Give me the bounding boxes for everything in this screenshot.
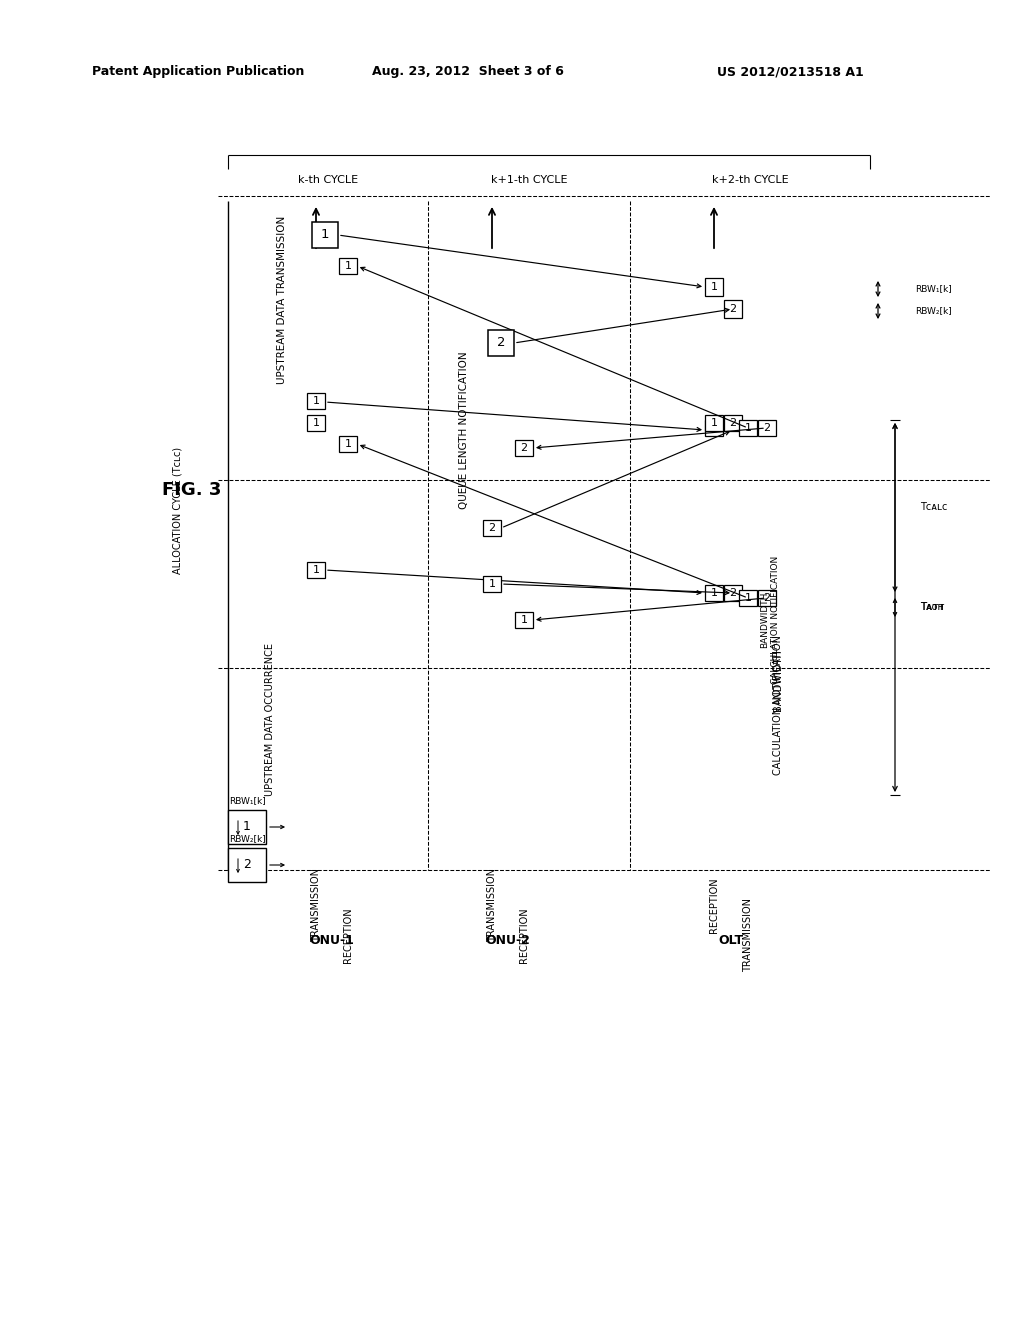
Bar [483,576,501,591]
Bar [515,440,534,455]
Text: FIG. 3: FIG. 3 [163,480,221,499]
Bar [758,420,776,436]
Text: 2: 2 [520,444,527,453]
Text: k-th CYCLE: k-th CYCLE [298,176,358,185]
Text: RBW₁[k]: RBW₁[k] [915,285,951,293]
Text: 1: 1 [243,821,251,833]
Text: ONU-2: ONU-2 [485,933,530,946]
Text: 1: 1 [344,261,351,271]
Bar [339,257,357,275]
Text: 2: 2 [764,422,771,433]
Bar [705,420,723,436]
Text: ONU-1: ONU-1 [309,933,354,946]
Text: 1: 1 [321,228,330,242]
Bar [307,562,325,578]
Text: k+1-th CYCLE: k+1-th CYCLE [490,176,567,185]
Text: 2: 2 [488,523,496,533]
Text: 1: 1 [711,587,718,598]
Bar [515,612,534,628]
Text: UPSTREAM DATA OCCURRENCE: UPSTREAM DATA OCCURRENCE [265,644,275,796]
Text: 2: 2 [729,304,736,314]
Text: 2: 2 [243,858,251,871]
Text: 1: 1 [312,396,319,407]
Text: QUEUE LENGTH NOTIFICATION: QUEUE LENGTH NOTIFICATION [459,351,469,508]
Bar [724,300,742,318]
Text: RECEPTION: RECEPTION [709,878,719,933]
Text: Tᴀᴛᴛ: Tᴀᴛᴛ [920,602,944,612]
Text: 1: 1 [711,418,718,428]
Text: TRANSMISSION: TRANSMISSION [743,898,753,972]
Bar [705,279,723,296]
Text: 1: 1 [744,422,752,433]
Text: 2: 2 [764,593,771,603]
Text: TRANSMISSION: TRANSMISSION [311,869,321,942]
Text: 1: 1 [312,565,319,576]
Bar [488,330,514,356]
Text: RBW₂[k]: RBW₂[k] [915,306,951,315]
Bar [724,585,742,601]
Bar [705,585,723,601]
Bar [307,414,325,432]
Bar [307,393,325,409]
Text: 2: 2 [729,418,736,428]
Text: CALCULATION NOTIFICATION: CALCULATION NOTIFICATION [773,635,783,775]
Bar [339,436,357,451]
Text: UPSTREAM DATA TRANSMISSION: UPSTREAM DATA TRANSMISSION [278,216,287,384]
Bar [724,414,742,432]
Bar [228,810,266,843]
Text: US 2012/0213518 A1: US 2012/0213518 A1 [717,66,863,78]
Text: Tᴄᴀʟᴄ: Tᴄᴀʟᴄ [920,502,947,512]
Text: TRANSMISSION: TRANSMISSION [487,869,497,942]
Text: ALLOCATION CYCLE (Tᴄʟᴄ): ALLOCATION CYCLE (Tᴄʟᴄ) [173,446,183,574]
Text: 1: 1 [344,440,351,449]
Bar [758,590,776,606]
Text: 1: 1 [488,579,496,589]
Text: RBW₁[k]: RBW₁[k] [228,796,265,805]
Text: 1: 1 [520,615,527,624]
Text: 2: 2 [497,337,505,350]
Text: 1: 1 [711,422,718,433]
Text: 1: 1 [711,282,718,292]
Bar [483,520,501,536]
Text: BANDWIDTH: BANDWIDTH [773,649,783,711]
Text: Patent Application Publication: Patent Application Publication [92,66,304,78]
Bar [739,590,757,606]
Bar [705,414,723,432]
Bar [739,420,757,436]
Text: Tᴀᴏʜ: Tᴀᴏʜ [920,602,944,612]
Text: RBW₂[k]: RBW₂[k] [228,834,265,843]
Text: Aug. 23, 2012  Sheet 3 of 6: Aug. 23, 2012 Sheet 3 of 6 [372,66,564,78]
Text: RECEPTION: RECEPTION [519,907,529,962]
Text: 1: 1 [312,418,319,428]
Text: BANDWIDTH
CALCULATION NOTIFICATION: BANDWIDTH CALCULATION NOTIFICATION [760,556,779,684]
Bar [312,222,338,248]
Text: 1: 1 [744,593,752,603]
Text: OLT: OLT [719,933,743,946]
Text: RECEPTION: RECEPTION [343,907,353,962]
Text: 2: 2 [729,587,736,598]
Bar [228,847,266,882]
Text: k+2-th CYCLE: k+2-th CYCLE [712,176,788,185]
